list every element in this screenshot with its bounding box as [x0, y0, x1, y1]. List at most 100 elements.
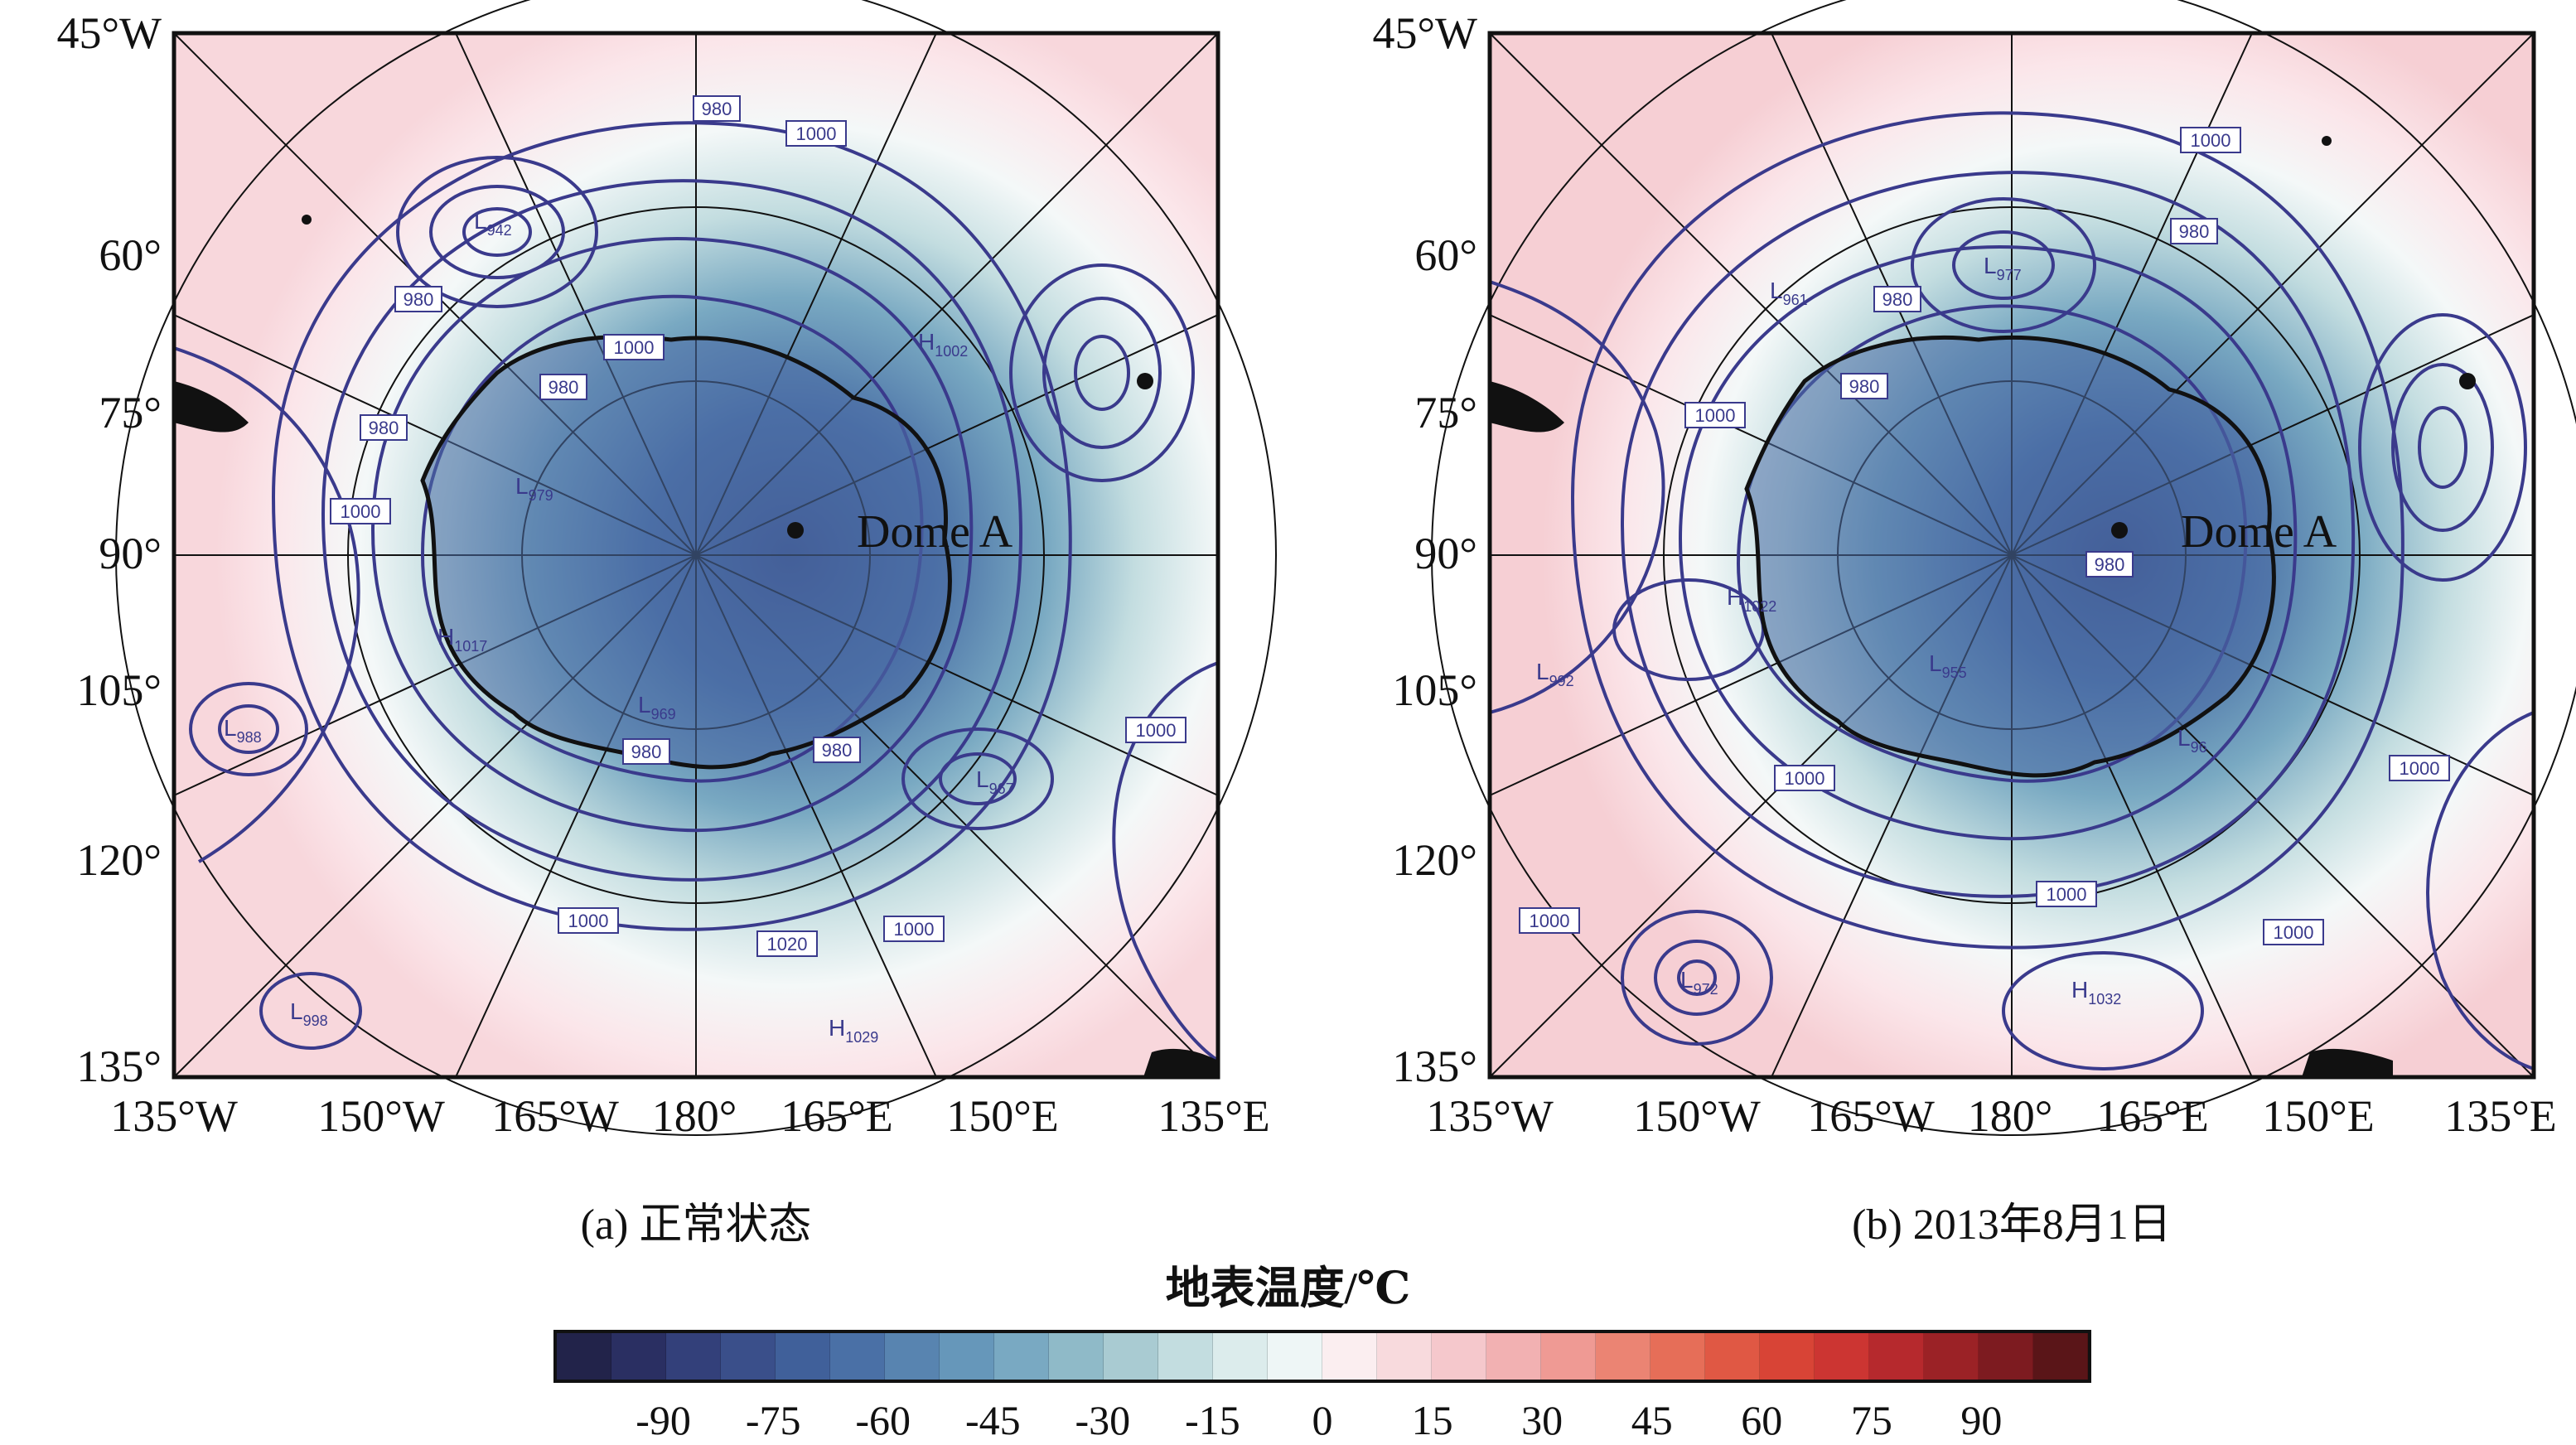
- colorbar-cell: [1596, 1333, 1650, 1380]
- svg-text:L967: L967: [976, 766, 1014, 797]
- lon-label: 165°E: [2096, 1091, 2209, 1141]
- pressure-center-value: 998: [303, 1012, 328, 1029]
- colorbar-tick-label: -45: [964, 1397, 1021, 1443]
- panel-caption: (b) 2013年8月1日: [1852, 1201, 2172, 1249]
- map-frame: [172, 31, 1220, 1080]
- isobar-label: 980: [369, 418, 399, 438]
- colorbar-cell: [1104, 1333, 1158, 1380]
- colorbar-cell: [611, 1333, 666, 1380]
- colorbar-cell: [1705, 1333, 1760, 1380]
- svg-text:L972: L972: [1680, 967, 1718, 998]
- lon-label: 150°W: [1633, 1091, 1761, 1141]
- colorbar-tick-label: 75: [1850, 1397, 1892, 1443]
- isobar-label: 980: [549, 377, 579, 398]
- colorbar-tick-label: 15: [1411, 1397, 1453, 1443]
- pressure-center-value: 1022: [1743, 598, 1776, 615]
- isobar-label: 1000: [1530, 911, 1570, 931]
- colorbar-cell: [1049, 1333, 1104, 1380]
- colorbar-tick-label: 0: [1312, 1397, 1333, 1443]
- map-panel-b: 1000 980 980 980 1000 980 1000 1000 1000…: [1372, 0, 2576, 1249]
- panel-caption: (a) 正常状态: [580, 1201, 812, 1249]
- colorbar-cell: [721, 1333, 776, 1380]
- isobar-label: 980: [702, 99, 732, 119]
- colorbar-tick-label: -60: [855, 1397, 911, 1443]
- isobar-label: 1000: [2047, 884, 2087, 905]
- lon-label: 135°W: [110, 1091, 238, 1141]
- pressure-centers: L942 H1002 L979 H1017 L969 L967 H1029 L9…: [224, 208, 1014, 1046]
- isobar-label: 1000: [2400, 758, 2440, 779]
- pressure-center-value: 977: [1997, 267, 2022, 283]
- colorbar: [553, 1330, 2091, 1383]
- isobar-label: 980: [404, 289, 434, 310]
- lon-label: 135°E: [1158, 1091, 1270, 1141]
- map-a-svg: 980 1000 980 980 980 980 1000 1000 980 1…: [115, 0, 1277, 1136]
- colorbar-tick-label: 90: [1960, 1397, 2003, 1443]
- svg-text:L979: L979: [515, 473, 553, 504]
- pressure-center-value: 969: [651, 706, 676, 722]
- lon-label: 150°W: [317, 1091, 445, 1141]
- colorbar-cell: [1541, 1333, 1596, 1380]
- isobar-label: 980: [2095, 554, 2125, 575]
- svg-text:L96: L96: [2177, 725, 2207, 756]
- svg-text:L998: L998: [290, 998, 328, 1029]
- colorbar-cell: [666, 1333, 721, 1380]
- isobar-label: 980: [1882, 289, 1913, 310]
- lon-label: 165°W: [1807, 1091, 1935, 1141]
- svg-text:L969: L969: [638, 692, 676, 722]
- isobar-label: 1000: [1136, 720, 1177, 741]
- colorbar-cell: [1268, 1333, 1322, 1380]
- pressure-center-value: 1017: [454, 638, 487, 655]
- dome-a-label: Dome A: [857, 506, 1013, 558]
- colorbar-cell: [2033, 1333, 2088, 1380]
- land-fragments: [1490, 136, 2476, 1077]
- isobar-label: 1000: [796, 123, 837, 144]
- land-fragments: [174, 215, 1218, 1077]
- isobar-value-labels: 980 1000 980 980 980 980 1000 1000 980 1…: [330, 95, 1187, 957]
- lat-label: 60°: [99, 230, 162, 280]
- antarctica-coastline: [1744, 335, 2276, 778]
- colorbar-tick-label: 60: [1741, 1397, 1783, 1443]
- colorbar-cell: [1377, 1333, 1432, 1380]
- colorbar-tick-label: -75: [745, 1397, 801, 1443]
- svg-text:H1032: H1032: [2071, 977, 2121, 1008]
- lat-label: 75°: [99, 388, 162, 437]
- colorbar-cell: [1213, 1333, 1268, 1380]
- isobar-label: 980: [1849, 376, 1880, 397]
- lat-label: 135°: [1392, 1041, 1477, 1091]
- lon-label: 180°: [651, 1091, 737, 1141]
- lat-label: 90°: [99, 529, 162, 578]
- lat-label: 90°: [1414, 529, 1477, 578]
- colorbar-cell: [1815, 1333, 1869, 1380]
- isobar-label: 980: [2179, 221, 2210, 242]
- isobar-label: 1000: [614, 337, 655, 358]
- colorbar-tick-label: -30: [1075, 1397, 1131, 1443]
- isobar-label: 1000: [2274, 922, 2314, 943]
- map-panel-a: 980 1000 980 980 980 980 1000 1000 980 1…: [56, 0, 1277, 1249]
- svg-text:L942: L942: [474, 208, 512, 239]
- lon-label: 135°E: [2444, 1091, 2557, 1141]
- colorbar-cell: [1760, 1333, 1815, 1380]
- colorbar-cell: [1869, 1333, 1924, 1380]
- isobar-label: 1000: [1785, 768, 1825, 789]
- isobar-label: 1000: [568, 911, 609, 931]
- svg-text:H1002: H1002: [918, 329, 968, 360]
- pressure-center-value: 992: [1549, 673, 1574, 689]
- svg-text:L955: L955: [1929, 650, 1967, 681]
- svg-text:L961: L961: [1770, 278, 1808, 308]
- isobar-label: 980: [631, 742, 662, 762]
- map-frame: [1487, 31, 2536, 1080]
- colorbar-cell: [1432, 1333, 1486, 1380]
- colorbar-tick-label: -90: [636, 1397, 691, 1443]
- dome-a-marker: [787, 522, 804, 539]
- isobar-value-labels: 1000 980 980 980 1000 980 1000 1000 1000…: [1519, 127, 2450, 945]
- lat-label: 135°: [76, 1041, 162, 1091]
- pressure-center-value: 955: [1942, 665, 1967, 681]
- colorbar-tick-label: -15: [1185, 1397, 1240, 1443]
- lon-label: 165°W: [491, 1091, 619, 1141]
- lat-label: 60°: [1414, 230, 1477, 280]
- colorbar-title: 地表温度/℃: [1165, 1264, 1411, 1313]
- pressure-center-value: 967: [989, 780, 1014, 797]
- lon-label: 135°W: [1426, 1091, 1554, 1141]
- lon-label: 180°: [1967, 1091, 2053, 1141]
- svg-text:H1017: H1017: [437, 624, 487, 655]
